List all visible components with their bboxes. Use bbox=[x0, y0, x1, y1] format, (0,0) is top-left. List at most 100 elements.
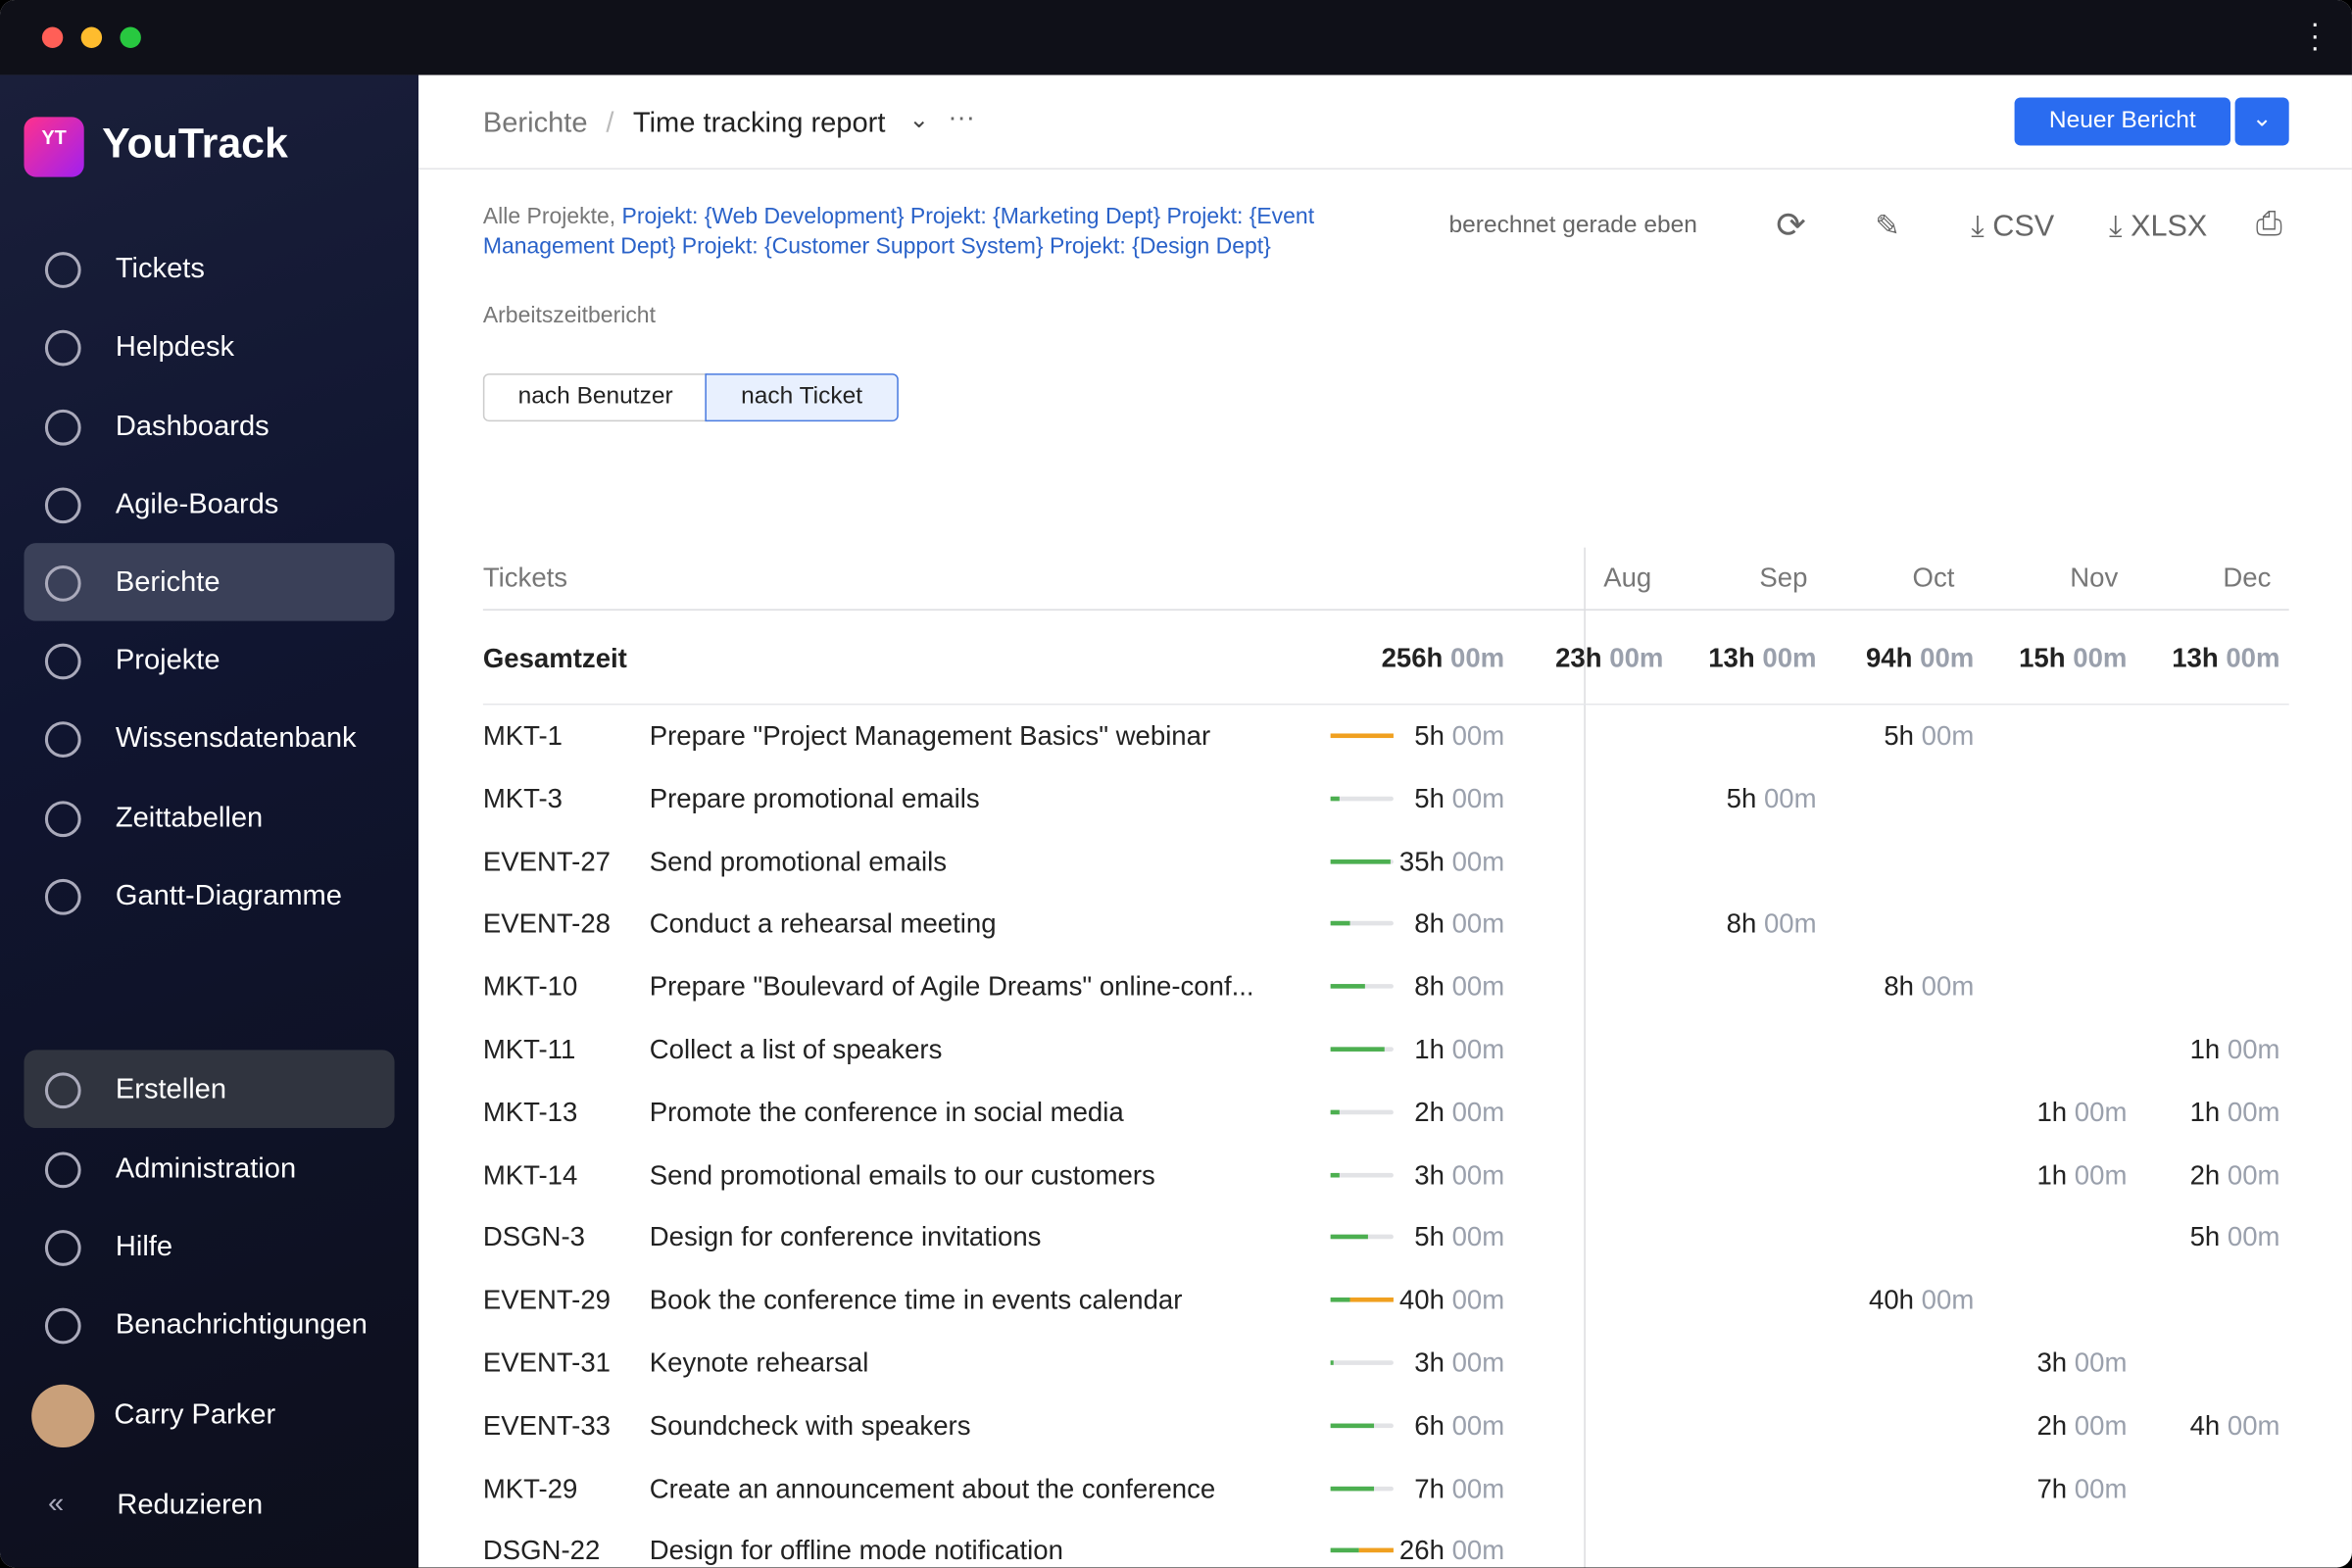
hours: 23h bbox=[1555, 642, 1602, 673]
filter-prefix: Alle Projekte, bbox=[482, 204, 616, 230]
ticket-title: Send promotional emails to our customers bbox=[649, 1159, 1155, 1190]
minutes: 00m bbox=[1451, 1034, 1505, 1064]
hours: 94h bbox=[1865, 642, 1913, 673]
bar-green bbox=[1330, 921, 1349, 926]
duration: 2h 00m bbox=[1414, 1097, 1504, 1128]
minutes: 00m bbox=[2227, 1410, 2280, 1441]
bar-green bbox=[1330, 1047, 1385, 1052]
duration: 8h 00m bbox=[1414, 908, 1504, 940]
bar-orange bbox=[1348, 1298, 1394, 1302]
minutes: 00m bbox=[1451, 846, 1505, 877]
bar-orange bbox=[1358, 1548, 1394, 1553]
minutes: 00m bbox=[2074, 1097, 2128, 1127]
edit-button[interactable]: ✎ bbox=[1875, 210, 1900, 243]
hours: 26h bbox=[1398, 1536, 1445, 1566]
ticket-id[interactable]: EVENT-29 bbox=[482, 1285, 612, 1315]
hours: 8h bbox=[1884, 971, 1914, 1002]
ticket-id[interactable]: MKT-3 bbox=[482, 783, 563, 814]
nav-item[interactable]: Helpdesk bbox=[115, 331, 235, 364]
user-name[interactable]: Carry Parker bbox=[114, 1399, 276, 1432]
nav-item[interactable]: Erstellen bbox=[115, 1073, 227, 1106]
maximize-button[interactable] bbox=[120, 26, 141, 48]
minimize-button[interactable] bbox=[80, 26, 103, 48]
ticket-id[interactable]: DSGN-3 bbox=[482, 1222, 585, 1252]
new-report-dropdown[interactable]: ⌄ bbox=[2234, 97, 2289, 146]
active-highlight bbox=[24, 543, 395, 621]
print-button[interactable]: ⎙ bbox=[2256, 204, 2282, 242]
breadcrumb[interactable]: Berichte bbox=[482, 108, 588, 140]
nav-item[interactable]: Agile-Boards bbox=[115, 488, 279, 521]
bar-green bbox=[1330, 1360, 1334, 1365]
duration: 256h 00m bbox=[1382, 643, 1505, 674]
ticket-id[interactable]: MKT-13 bbox=[482, 1097, 578, 1127]
minutes: 00m bbox=[1451, 1410, 1505, 1441]
nav-item[interactable]: Projekte bbox=[115, 645, 220, 677]
hours: 13h bbox=[2172, 642, 2219, 673]
ticket-id[interactable]: MKT-14 bbox=[482, 1159, 578, 1190]
hours: 3h bbox=[2036, 1348, 2068, 1378]
ticket-id[interactable]: EVENT-27 bbox=[482, 846, 612, 877]
filter-projects[interactable]: Projekt: {Web Development} Projekt: {Mar… bbox=[482, 204, 1315, 260]
duration: 13h 00m bbox=[1708, 643, 1816, 674]
column-divider bbox=[1584, 547, 1586, 1568]
bar-green bbox=[1330, 1109, 1341, 1114]
ticket-id[interactable]: MKT-10 bbox=[482, 971, 578, 1002]
menu-button[interactable]: · · · bbox=[2310, 7, 2321, 65]
nav-icon bbox=[44, 878, 81, 915]
hours: 1h bbox=[2036, 1097, 2068, 1127]
hours: 6h bbox=[1414, 1410, 1445, 1441]
csv-button[interactable]: ⤓ CSV bbox=[1971, 210, 2055, 243]
ticket-id[interactable]: DSGN-22 bbox=[482, 1536, 601, 1566]
nav-icon bbox=[44, 643, 81, 680]
tab-by-ticket[interactable]: nach Ticket bbox=[705, 373, 899, 422]
nav-icon bbox=[44, 1072, 81, 1109]
minutes: 00m bbox=[1763, 908, 1817, 939]
duration: 5h 00m bbox=[1414, 720, 1504, 752]
hours: 8h bbox=[1414, 908, 1445, 939]
nav-item[interactable]: Administration bbox=[115, 1153, 297, 1186]
nav-item[interactable]: Hilfe bbox=[115, 1231, 173, 1263]
ticket-title: Prepare "Project Management Basics" webi… bbox=[649, 720, 1211, 752]
nav-item[interactable]: Berichte bbox=[115, 566, 220, 599]
ticket-id[interactable]: MKT-29 bbox=[482, 1473, 578, 1503]
ticket-title: Book the conference time in events calen… bbox=[649, 1285, 1183, 1315]
xlsx-button[interactable]: ⤓ XLSX bbox=[2109, 210, 2208, 243]
duration: 8h 00m bbox=[1414, 971, 1504, 1003]
dropdown-icon[interactable]: ⌄ bbox=[908, 108, 930, 134]
close-button[interactable] bbox=[41, 26, 64, 48]
hours: 4h bbox=[2189, 1410, 2221, 1441]
bar-green bbox=[1330, 1548, 1359, 1553]
logo-icon: YT bbox=[24, 117, 84, 177]
collapse[interactable]: Reduzieren bbox=[117, 1489, 264, 1522]
report-title[interactable]: Time tracking report bbox=[632, 108, 886, 140]
ticket-id[interactable]: MKT-1 bbox=[482, 720, 563, 752]
more-button[interactable]: ··· bbox=[948, 102, 975, 132]
minutes: 00m bbox=[2073, 642, 2128, 673]
duration: 2h 00m bbox=[2190, 1159, 2280, 1191]
nav-item[interactable]: Gantt-Diagramme bbox=[115, 880, 342, 912]
nav-item[interactable]: Tickets bbox=[115, 253, 205, 285]
bar-green bbox=[1330, 1423, 1375, 1428]
bar-track bbox=[1330, 1109, 1394, 1114]
project-filter[interactable]: Alle Projekte, Projekt: {Web Development… bbox=[483, 203, 1338, 263]
nav-item[interactable]: Wissensdatenbank bbox=[115, 722, 357, 755]
nav-item[interactable]: Benachrichtigungen bbox=[115, 1309, 368, 1342]
new-report-button[interactable]: Neuer Bericht bbox=[2014, 97, 2231, 146]
hours: 2h bbox=[1414, 1097, 1445, 1127]
nav-icon bbox=[44, 409, 81, 446]
ticket-id[interactable]: EVENT-28 bbox=[482, 908, 612, 939]
avatar[interactable] bbox=[31, 1384, 95, 1448]
nav-icon bbox=[44, 565, 81, 602]
ticket-id[interactable]: EVENT-31 bbox=[482, 1348, 612, 1378]
minutes: 00m bbox=[1762, 642, 1817, 673]
refresh-button[interactable]: ⟳ bbox=[1776, 205, 1807, 247]
nav-item[interactable]: Dashboards bbox=[115, 411, 270, 443]
duration: 5h 00m bbox=[1884, 720, 1974, 752]
bar-green bbox=[1330, 1172, 1341, 1177]
minutes: 00m bbox=[1921, 1285, 1975, 1315]
ticket-id[interactable]: EVENT-33 bbox=[482, 1410, 612, 1441]
nav-item[interactable]: Zeittabellen bbox=[115, 802, 264, 835]
hours: 5h bbox=[1414, 720, 1445, 752]
ticket-id[interactable]: MKT-11 bbox=[482, 1034, 576, 1064]
